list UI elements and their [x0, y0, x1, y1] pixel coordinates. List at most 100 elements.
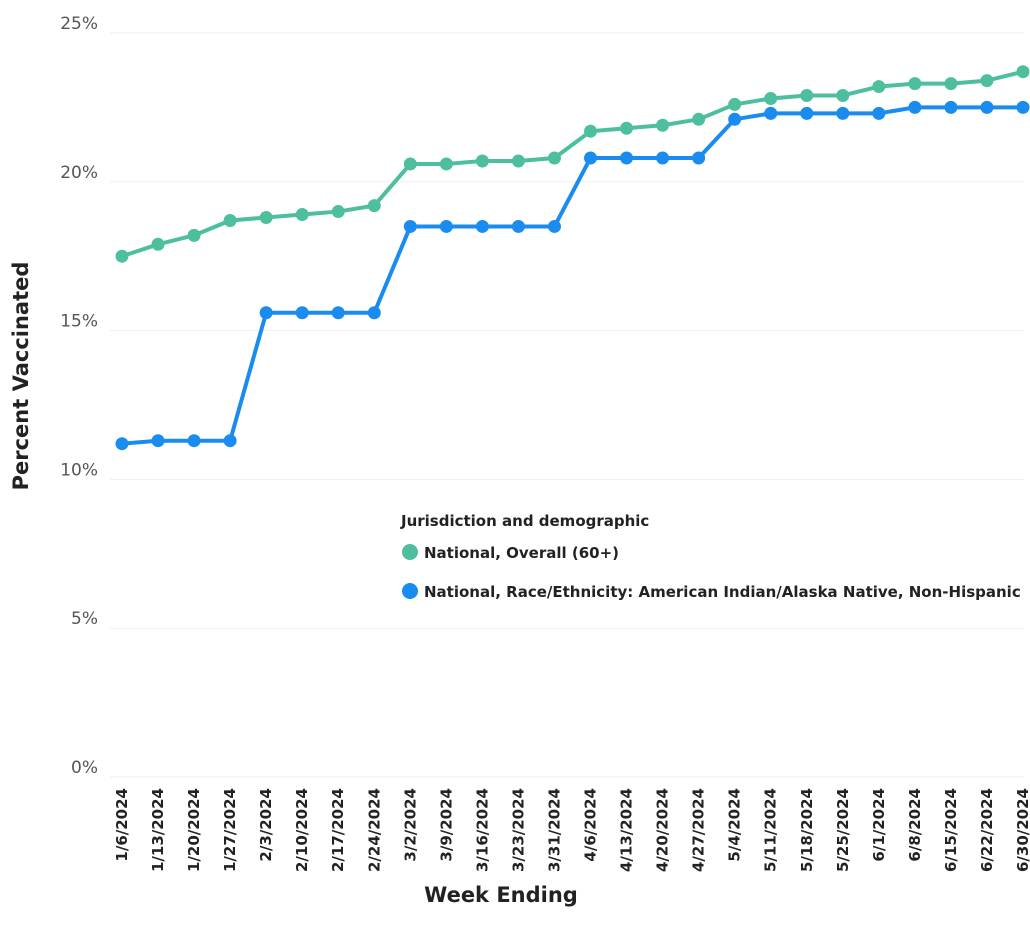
series-line	[121, 105, 1023, 446]
data-point[interactable]	[836, 106, 850, 120]
data-point[interactable]	[187, 228, 201, 242]
y-axis-ticks: 0% 5% 10% 15% 20% 25%	[60, 14, 98, 778]
series-1	[115, 100, 1030, 451]
legend-item-overall[interactable]: National, Overall (60+)	[402, 544, 619, 562]
y-tick-label: 15%	[60, 312, 98, 332]
data-point[interactable]	[1016, 65, 1030, 79]
series-0	[115, 65, 1030, 263]
data-point[interactable]	[295, 208, 309, 222]
y-axis-title: Percent Vaccinated	[9, 262, 33, 491]
data-point[interactable]	[367, 199, 381, 213]
x-tick-label: 3/2/2024	[401, 788, 419, 862]
legend-item-aian[interactable]: National, Race/Ethnicity: American India…	[402, 583, 1021, 601]
data-point[interactable]	[872, 106, 886, 120]
y-tick-label: 5%	[71, 609, 98, 629]
data-point[interactable]	[764, 91, 778, 105]
data-point[interactable]	[259, 211, 273, 225]
data-point[interactable]	[908, 100, 922, 114]
data-point[interactable]	[908, 77, 922, 91]
x-tick-label: 4/27/2024	[690, 788, 708, 872]
x-tick-label: 6/1/2024	[870, 788, 888, 862]
x-tick-label: 3/23/2024	[509, 788, 527, 872]
data-point[interactable]	[620, 121, 634, 135]
data-point[interactable]	[692, 151, 706, 165]
data-point[interactable]	[439, 157, 453, 171]
data-point[interactable]	[728, 112, 742, 126]
y-tick-label: 20%	[60, 163, 98, 183]
legend: Jurisdiction and demographic National, O…	[400, 512, 1021, 601]
data-point[interactable]	[259, 306, 273, 320]
data-point[interactable]	[403, 219, 417, 233]
data-point[interactable]	[584, 124, 598, 138]
data-point[interactable]	[980, 74, 994, 88]
data-point[interactable]	[331, 205, 345, 219]
x-tick-label: 2/24/2024	[365, 788, 383, 872]
data-point[interactable]	[620, 151, 634, 165]
data-point[interactable]	[584, 151, 598, 165]
data-point[interactable]	[547, 151, 561, 165]
data-point[interactable]	[511, 154, 525, 168]
data-point[interactable]	[944, 100, 958, 114]
data-point[interactable]	[151, 237, 165, 251]
data-point[interactable]	[836, 88, 850, 102]
data-point[interactable]	[223, 213, 237, 227]
data-point[interactable]	[511, 219, 525, 233]
x-tick-label: 1/27/2024	[221, 788, 239, 872]
x-tick-label: 5/11/2024	[762, 788, 780, 872]
y-tick-label: 25%	[60, 14, 98, 34]
x-tick-label: 5/4/2024	[726, 788, 744, 862]
x-tick-label: 1/20/2024	[185, 788, 203, 872]
y-tick-label: 10%	[60, 460, 98, 480]
data-point[interactable]	[295, 306, 309, 320]
legend-swatch-aian	[402, 583, 418, 599]
data-point[interactable]	[187, 434, 201, 448]
data-point[interactable]	[800, 88, 814, 102]
data-point[interactable]	[872, 80, 886, 94]
data-point[interactable]	[439, 219, 453, 233]
x-tick-label: 1/6/2024	[113, 788, 131, 862]
data-point[interactable]	[728, 97, 742, 111]
data-point[interactable]	[367, 306, 381, 320]
data-point[interactable]	[151, 434, 165, 448]
x-tick-label: 6/15/2024	[942, 788, 960, 872]
legend-label-overall: National, Overall (60+)	[424, 544, 619, 562]
x-tick-label: 5/25/2024	[834, 788, 852, 872]
x-tick-label: 2/3/2024	[257, 788, 275, 862]
data-point[interactable]	[331, 306, 345, 320]
gridlines	[110, 32, 1024, 778]
x-tick-label: 6/8/2024	[906, 788, 924, 862]
legend-title: Jurisdiction and demographic	[400, 512, 649, 530]
x-tick-label: 6/22/2024	[978, 788, 996, 872]
data-point[interactable]	[115, 437, 129, 451]
data-point[interactable]	[223, 434, 237, 448]
x-tick-label: 2/10/2024	[293, 788, 311, 872]
x-axis-title: Week Ending	[424, 883, 578, 907]
data-point[interactable]	[656, 118, 670, 132]
x-tick-label: 4/20/2024	[654, 788, 672, 872]
y-tick-label: 0%	[71, 758, 98, 778]
data-point[interactable]	[115, 249, 129, 263]
x-tick-label: 3/31/2024	[545, 788, 563, 872]
x-tick-label: 4/13/2024	[618, 788, 636, 872]
data-point[interactable]	[692, 112, 706, 126]
x-tick-label: 2/17/2024	[329, 788, 347, 872]
data-point[interactable]	[475, 219, 489, 233]
x-tick-label: 1/13/2024	[149, 788, 167, 872]
x-tick-label: 5/18/2024	[798, 788, 816, 872]
data-point[interactable]	[403, 157, 417, 171]
data-point[interactable]	[980, 100, 994, 114]
x-axis-ticks: 1/6/2024 1/13/2024 1/20/2024 1/27/2024 2/3/2…	[113, 788, 1030, 872]
data-point[interactable]	[800, 106, 814, 120]
x-tick-label: 3/16/2024	[473, 788, 491, 872]
data-point[interactable]	[475, 154, 489, 168]
series-lines	[115, 65, 1030, 451]
data-point[interactable]	[656, 151, 670, 165]
x-tick-label: 4/6/2024	[582, 788, 600, 862]
legend-label-aian: National, Race/Ethnicity: American India…	[424, 583, 1021, 601]
data-point[interactable]	[764, 106, 778, 120]
data-point[interactable]	[944, 77, 958, 91]
data-point[interactable]	[1016, 100, 1030, 114]
data-point[interactable]	[547, 219, 561, 233]
